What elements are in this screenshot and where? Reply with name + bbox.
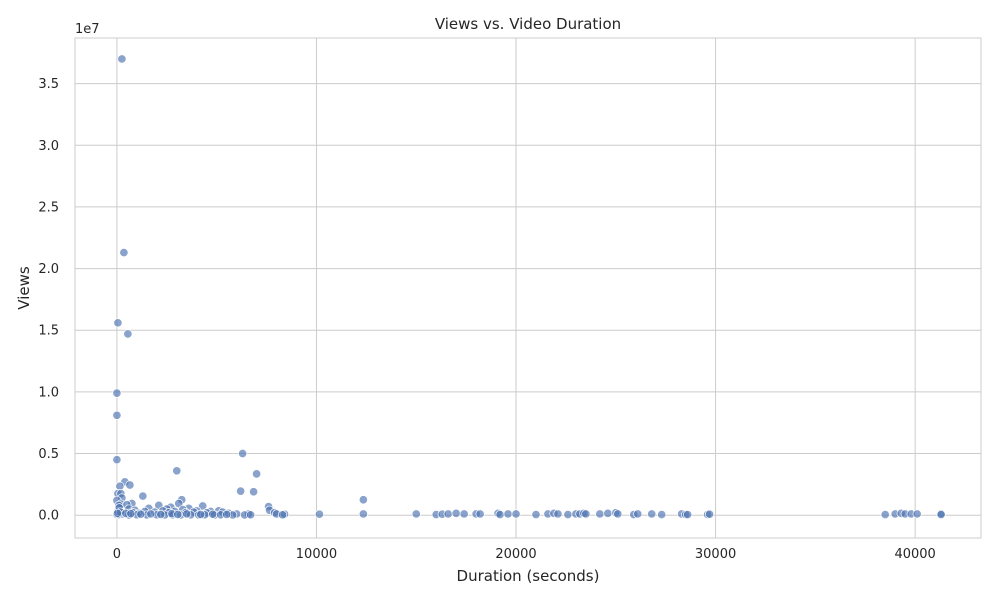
data-point [451, 508, 461, 518]
grid-lines [75, 38, 981, 538]
data-point [112, 388, 122, 398]
y-tick-label: 3.0 [38, 139, 59, 154]
data-point [503, 509, 513, 519]
data-point [196, 509, 206, 519]
data-point [117, 54, 127, 64]
data-point [236, 486, 246, 496]
data-points [112, 54, 946, 520]
data-point [238, 448, 248, 459]
y-tick-label: 1.0 [38, 385, 59, 400]
data-point [115, 481, 125, 491]
data-point [249, 487, 259, 497]
data-point [411, 509, 421, 519]
data-point [173, 509, 183, 519]
data-point [314, 509, 325, 519]
y-tick-label: 2.5 [38, 200, 59, 215]
chart-title: Views vs. Video Duration [435, 15, 621, 33]
data-point [277, 510, 288, 520]
data-point [531, 510, 541, 520]
tick-labels: 0 10000 20000 30000 40000 0.0 0.5 1.0 1.5 2.0 2.5 3… [38, 77, 936, 562]
y-tick-label: 0.5 [38, 447, 59, 462]
data-point [475, 509, 485, 519]
y-tick-label: 3.5 [38, 77, 59, 92]
y-axis-label: Views [15, 266, 33, 310]
x-tick-label: 30000 [695, 547, 736, 562]
data-point [511, 509, 521, 519]
data-point [222, 509, 232, 519]
data-point [136, 509, 146, 519]
data-point [138, 491, 148, 501]
data-point [683, 510, 693, 520]
y-offset-label: 1e7 [75, 22, 100, 37]
data-point [657, 510, 667, 520]
y-tick-label: 2.0 [38, 262, 59, 277]
data-point [182, 509, 192, 519]
data-point [208, 509, 218, 519]
data-point [252, 469, 262, 479]
data-point [459, 509, 469, 519]
data-point [443, 509, 453, 519]
data-point [125, 480, 135, 490]
data-point [172, 466, 182, 476]
x-tick-label: 10000 [296, 547, 337, 562]
data-point [112, 455, 122, 465]
data-point [705, 509, 715, 519]
data-point [156, 509, 166, 519]
data-point [603, 508, 613, 518]
data-point [123, 329, 133, 339]
data-point [126, 509, 136, 519]
y-tick-label: 1.5 [38, 324, 59, 339]
plot-frame [74, 37, 982, 539]
data-point [880, 510, 890, 520]
data-point [613, 509, 623, 519]
data-point [112, 410, 122, 420]
data-point [358, 495, 368, 505]
data-point [595, 509, 605, 519]
data-point [633, 509, 643, 519]
data-point [113, 318, 123, 328]
x-axis-label: Duration (seconds) [457, 567, 600, 585]
data-point [198, 501, 208, 511]
y-tick-label: 0.0 [38, 509, 59, 524]
data-point [581, 509, 591, 519]
x-tick-label: 40000 [894, 547, 935, 562]
data-point [647, 509, 657, 519]
data-point [119, 247, 129, 258]
data-point [112, 508, 123, 518]
x-tick-label: 20000 [495, 547, 536, 562]
data-point [912, 509, 922, 519]
data-point [563, 510, 573, 520]
data-point [495, 510, 505, 520]
data-point [246, 510, 256, 520]
data-point [358, 509, 368, 519]
data-point [553, 509, 563, 519]
data-point [146, 509, 156, 519]
x-tick-label: 0 [113, 547, 121, 562]
data-point [936, 510, 946, 520]
